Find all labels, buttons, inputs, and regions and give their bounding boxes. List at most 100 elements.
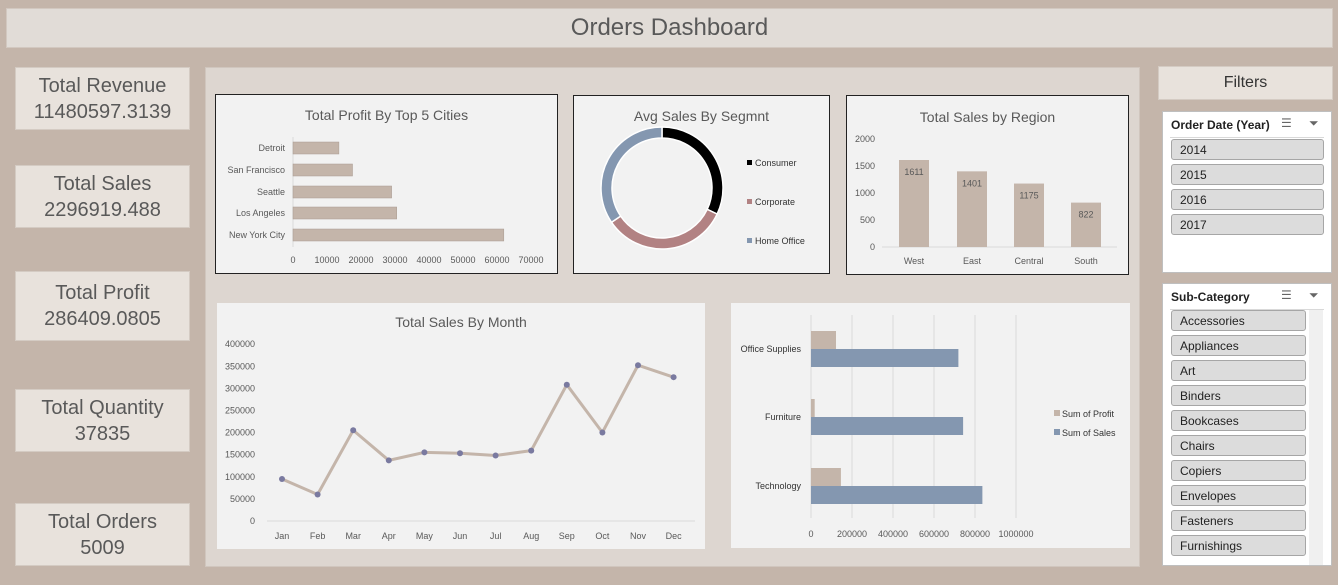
category-label: Technology — [755, 481, 801, 491]
tick-label: 300000 — [225, 383, 255, 393]
sales-by-region-chart: Total Sales by Region 0 500 1000 1500 2000 161… — [846, 95, 1129, 275]
tick-label: 0 — [290, 255, 295, 265]
tick-label: 10000 — [314, 255, 339, 265]
legend-label: Home Office — [755, 236, 805, 246]
point-mar — [350, 427, 357, 434]
clear-filter-icon[interactable]: ⏷ — [1309, 116, 1319, 130]
month-label: Feb — [310, 531, 326, 541]
slice-consumer — [661, 126, 724, 216]
slicer-title: Order Date (Year) — [1171, 118, 1270, 132]
data-label: 1175 — [1019, 191, 1038, 201]
point-feb — [314, 491, 321, 498]
slicer-item-2014[interactable]: 2014 — [1171, 139, 1324, 160]
legend-swatch — [747, 160, 752, 165]
profit-bar-office-supplies — [811, 331, 837, 349]
kpi-value: 11480597.3139 — [33, 100, 172, 123]
slicer-item-bookcases[interactable]: Bookcases — [1171, 410, 1306, 431]
tick-label: 20000 — [348, 255, 373, 265]
tick-label: 40000 — [416, 255, 441, 265]
month-label: Oct — [595, 531, 610, 541]
profit-bar-technology — [811, 468, 841, 486]
slicer-item-furnishings[interactable]: Furnishings — [1171, 535, 1306, 556]
bar-los-angeles — [292, 206, 397, 220]
tick-label: 1500 — [855, 161, 875, 171]
slicer-item-art[interactable]: Art — [1171, 360, 1306, 381]
avg-sales-segment-chart: Avg Sales By Segmnt Consumer Corporate Home… — [573, 95, 830, 274]
slicer-item-fasteners[interactable]: Fasteners — [1171, 510, 1306, 531]
tick-label: 500 — [860, 215, 875, 225]
bar-central — [1014, 183, 1044, 247]
point-jun — [457, 450, 463, 457]
tick-label: 350000 — [225, 361, 255, 371]
legend-swatch — [747, 199, 752, 204]
slicer-item-chairs[interactable]: Chairs — [1171, 435, 1306, 456]
kpi-value: 286409.0805 — [44, 308, 161, 330]
data-label: 1611 — [904, 167, 923, 177]
point-oct — [599, 429, 606, 436]
legend-swatch — [747, 238, 752, 243]
legend-swatch — [1054, 429, 1060, 435]
kpi-total-orders: Total Orders 5009 — [15, 503, 190, 566]
tick-label: 250000 — [225, 406, 255, 416]
clear-filter-icon[interactable]: ⏷ — [1309, 288, 1319, 302]
slicer-item-binders[interactable]: Binders — [1171, 385, 1306, 406]
tick-label: 0 — [870, 242, 875, 252]
kpi-total-sales: Total Sales 2296919.488 — [15, 165, 190, 228]
point-dec — [670, 374, 677, 381]
dashboard-title: Orders Dashboard — [6, 8, 1333, 48]
tick-label: 200000 — [225, 428, 255, 438]
month-label: Jul — [490, 531, 502, 541]
legend-label: Corporate — [755, 197, 795, 207]
tick-label: 100000 — [225, 472, 255, 482]
point-jan — [279, 475, 285, 482]
slicer-item-copiers[interactable]: Copiers — [1171, 460, 1306, 481]
profit-by-city-chart: Total Profit By Top 5 Cities New York Cit… — [215, 94, 558, 274]
tick-label: 150000 — [225, 450, 255, 460]
filters-heading: Filters — [1158, 66, 1333, 100]
chart-title: Total Sales by Region — [919, 109, 1056, 125]
multi-select-icon[interactable]: ☰ — [1281, 288, 1292, 302]
legend-label: Consumer — [755, 158, 797, 168]
tick-label: 70000 — [518, 255, 543, 265]
kpi-label: Total Sales — [53, 172, 152, 195]
category-label: San Francisco — [227, 165, 285, 175]
chart-title: Avg Sales By Segmnt — [633, 108, 770, 124]
slicer-item-accessories[interactable]: Accessories — [1171, 310, 1306, 331]
slicer-item-2016[interactable]: 2016 — [1171, 189, 1324, 210]
bar-detroit — [292, 141, 340, 155]
bar-west — [899, 160, 929, 247]
slicer-item-appliances[interactable]: Appliances — [1171, 335, 1306, 356]
multi-select-icon[interactable]: ☰ — [1281, 116, 1292, 130]
data-label: 822 — [1078, 210, 1093, 220]
category-label: Detroit — [258, 143, 285, 153]
legend-swatch — [1054, 410, 1060, 416]
category-label: Los Angeles — [236, 208, 286, 218]
kpi-label: Total Profit — [55, 282, 150, 304]
kpi-total-quantity: Total Quantity 37835 — [15, 389, 190, 452]
subcategory-slicer: Sub-Category ☰ ⏷ Accessories Appliances Ar… — [1162, 283, 1332, 566]
sales-line — [281, 363, 675, 497]
kpi-value: 2296919.488 — [44, 198, 161, 221]
tick-label: 50000 — [230, 494, 255, 504]
sales-by-month-chart: Total Sales By Month 0 50000 100000 150000 20… — [217, 303, 705, 549]
chart-title: Total Profit By Top 5 Cities — [304, 107, 469, 123]
kpi-label: Total Orders — [48, 510, 157, 533]
sales-bar-furniture — [811, 417, 964, 435]
tick-label: 0 — [808, 529, 813, 539]
month-label: Jun — [453, 531, 468, 541]
bar-san-francisco — [292, 163, 353, 177]
slicer-item-2015[interactable]: 2015 — [1171, 164, 1324, 185]
kpi-total-profit: Total Profit 286409.0805 — [15, 271, 190, 341]
profit-bar-furniture — [811, 399, 815, 417]
scrollbar[interactable] — [1309, 310, 1323, 565]
month-label: Sep — [559, 531, 575, 541]
slicer-item-envelopes[interactable]: Envelopes — [1171, 485, 1306, 506]
sales-bar-office-supplies — [811, 349, 959, 367]
tick-label: 60000 — [484, 255, 509, 265]
data-label: 1401 — [962, 178, 982, 188]
slicer-item-2017[interactable]: 2017 — [1171, 214, 1324, 235]
category-label: Seattle — [257, 187, 285, 197]
tick-label: 400000 — [878, 529, 908, 539]
tick-label: 1000 — [855, 188, 875, 198]
sales-bar-technology — [811, 486, 983, 504]
